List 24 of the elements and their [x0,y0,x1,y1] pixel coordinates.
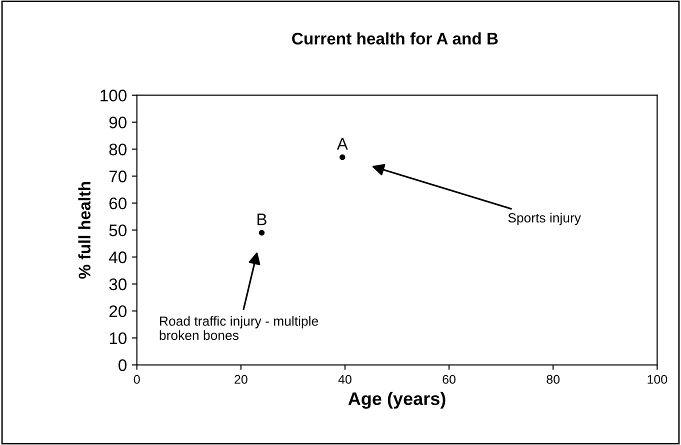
x-tick-label: 80 [546,374,560,384]
y-tick-label: 50 [109,224,127,236]
chart-title: Current health for A and B [292,32,498,45]
y-tick-label: 30 [109,278,127,290]
x-tick-label: 100 [648,374,668,384]
x-tick-label: 20 [234,374,248,384]
y-tick-label: 90 [109,116,127,128]
x-axis-title: Age (years) [348,392,446,409]
x-tick-label: 0 [134,374,140,384]
annotation: Road traffic injury - multiple broken bones [160,316,318,340]
y-tick-label: 80 [109,144,127,156]
y-tick-label: 10 [110,332,127,344]
x-tick-label: 40 [338,374,352,384]
y-tick-label: 70 [109,170,127,182]
y-tick-label: 100 [100,90,127,102]
data-label: A [336,138,348,150]
y-tick-label: 20 [109,305,127,318]
data-label: B [258,214,266,226]
y-axis-title: % full health [78,182,91,279]
y-tick-label: 40 [109,251,127,264]
y-tick-label: 60 [109,198,127,210]
annotation: Sports injury [508,212,581,226]
y-tick-label: 0 [118,359,127,372]
x-tick-label: 60 [442,374,456,384]
